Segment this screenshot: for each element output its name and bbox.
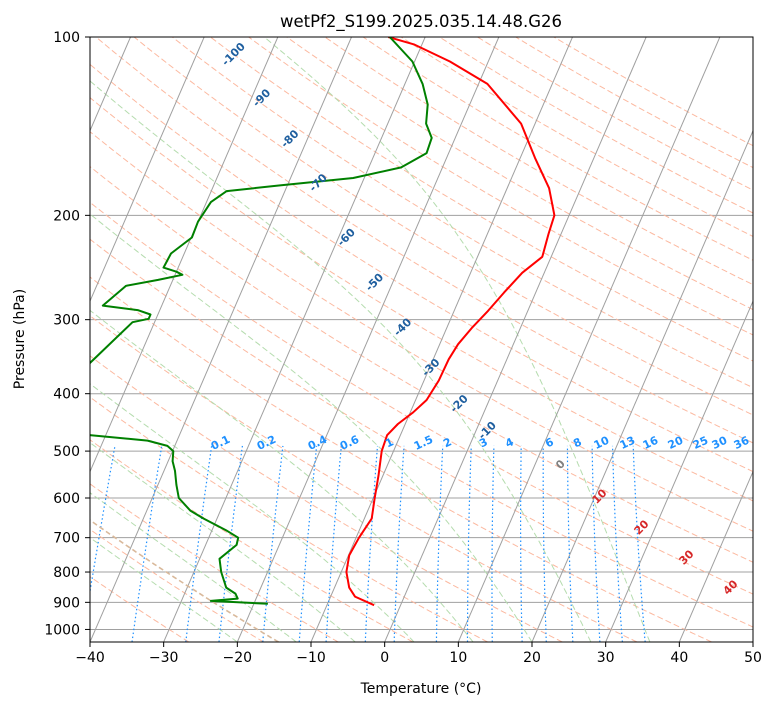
mixing-ratio-line bbox=[325, 445, 342, 642]
dry-adiabat-line bbox=[90, 276, 712, 642]
parcel-path-line bbox=[90, 519, 279, 642]
mixing-ratio-line bbox=[298, 445, 318, 642]
mixing-ratio-line bbox=[466, 445, 472, 642]
x-tick-label: 10 bbox=[449, 650, 467, 666]
dry-adiabat-line bbox=[90, 63, 753, 473]
y-tick-label: 200 bbox=[53, 208, 80, 224]
isotherm-line bbox=[310, 37, 573, 642]
y-tick-label: 300 bbox=[53, 313, 80, 329]
mixing-ratio-line bbox=[364, 445, 379, 642]
dry-adiabat-line bbox=[90, 576, 190, 642]
isotherm-line bbox=[678, 470, 753, 642]
y-tick-label: 800 bbox=[53, 565, 80, 581]
x-tick-label: 50 bbox=[744, 650, 762, 666]
x-tick-label: 20 bbox=[523, 650, 541, 666]
dry-adiabat-line bbox=[90, 483, 339, 642]
dry-adiabat-line bbox=[90, 355, 563, 642]
x-tick-label: −10 bbox=[296, 650, 326, 666]
y-tick-label: 500 bbox=[53, 444, 80, 460]
dry-adiabat-line bbox=[324, 37, 753, 286]
mixing-ratio-line bbox=[435, 445, 444, 642]
x-axis-label: Temperature (°C) bbox=[360, 681, 482, 697]
mixing-ratio-line bbox=[491, 445, 495, 642]
moist-adiabat-line bbox=[263, 37, 651, 642]
dry-adiabat-line bbox=[95, 37, 753, 444]
mixing-ratio-label: 30 bbox=[710, 434, 730, 452]
mixing-ratio-label: 25 bbox=[691, 434, 710, 452]
mixing-ratio-label: 36 bbox=[732, 434, 752, 452]
dry-adiabat-line bbox=[90, 238, 753, 628]
mixing-ratio-line bbox=[185, 445, 213, 642]
isotherm-line bbox=[90, 37, 352, 642]
isotherm-line bbox=[163, 37, 426, 642]
axes: −40 −30 −20 −10 0 10 20 30 40 50 100 200 300 400 500 60… bbox=[44, 30, 762, 666]
y-axis-label: Pressure (hPa) bbox=[12, 289, 28, 389]
mixing-ratio-line bbox=[90, 445, 116, 596]
isotherm-line bbox=[90, 37, 205, 303]
dry-adiabat-line bbox=[171, 37, 753, 389]
moist-adiabat-line bbox=[90, 537, 238, 642]
mixing-ratio-line bbox=[262, 445, 284, 642]
dewpoint-profile-line bbox=[90, 37, 433, 605]
mixing-ratio-label: 20 bbox=[666, 434, 686, 452]
mixing-ratio-line bbox=[542, 445, 547, 642]
dry-adiabat-line bbox=[90, 131, 753, 532]
dry-adiabat-line bbox=[90, 396, 488, 642]
mixing-ratio-label: 16 bbox=[641, 434, 661, 452]
dry-adiabat-line bbox=[248, 37, 753, 336]
y-tick-label: 100 bbox=[53, 30, 80, 46]
y-tick-label: 900 bbox=[53, 595, 80, 611]
x-tick-label: −20 bbox=[223, 650, 253, 666]
y-tick-label: 700 bbox=[53, 531, 80, 547]
x-tick-label: 0 bbox=[380, 650, 389, 666]
chart-title: wetPf2_S199.2025.035.14.48.G26 bbox=[280, 12, 562, 32]
mixing-ratio-line bbox=[393, 445, 405, 642]
isotherm-line bbox=[531, 129, 753, 642]
dry-adiabat-line bbox=[286, 37, 753, 311]
dry-adiabat-line bbox=[133, 37, 753, 416]
mixing-ratio-label: 10 bbox=[592, 434, 612, 452]
dry-adiabat-line bbox=[90, 165, 753, 563]
isotherm-line bbox=[90, 37, 279, 473]
mixing-ratio-line bbox=[218, 445, 243, 642]
isotherm-line bbox=[236, 37, 500, 642]
moist-adiabat-line bbox=[90, 309, 474, 642]
isotherm-line bbox=[457, 37, 721, 642]
mixing-ratio-label: 13 bbox=[618, 434, 637, 452]
plot-area bbox=[90, 37, 753, 642]
dry-adiabat-line bbox=[210, 37, 753, 362]
dry-adiabat-line bbox=[90, 201, 753, 595]
dry-adiabat-line bbox=[90, 315, 638, 642]
moist-adiabat-line bbox=[90, 80, 592, 642]
x-tick-label: −40 bbox=[75, 650, 105, 666]
data-layer bbox=[90, 37, 556, 607]
x-tick-label: −30 bbox=[149, 650, 179, 666]
temperature-profile-line bbox=[345, 37, 556, 607]
moist-adiabat-line bbox=[90, 442, 356, 642]
mixing-ratio-line bbox=[520, 445, 523, 642]
y-tick-label: 1000 bbox=[44, 622, 80, 638]
isotherm-line bbox=[384, 37, 647, 642]
moist-adiabat-line bbox=[90, 383, 415, 642]
mixing-ratio-line bbox=[632, 445, 646, 642]
plot-frame bbox=[89, 36, 754, 643]
mixing-ratio-line bbox=[611, 445, 623, 642]
mixing-ratio-line bbox=[566, 445, 574, 642]
mixing-ratio-line bbox=[591, 445, 601, 642]
moist-adiabat-line bbox=[90, 213, 533, 642]
x-tick-label: 40 bbox=[670, 650, 688, 666]
y-tick-label: 600 bbox=[53, 491, 80, 507]
isotherm-line bbox=[605, 299, 753, 642]
mixing-ratio-line bbox=[131, 445, 163, 642]
x-tick-label: 30 bbox=[597, 650, 615, 666]
y-tick-label: 400 bbox=[53, 387, 80, 403]
dry-adiabat-line bbox=[90, 97, 753, 502]
